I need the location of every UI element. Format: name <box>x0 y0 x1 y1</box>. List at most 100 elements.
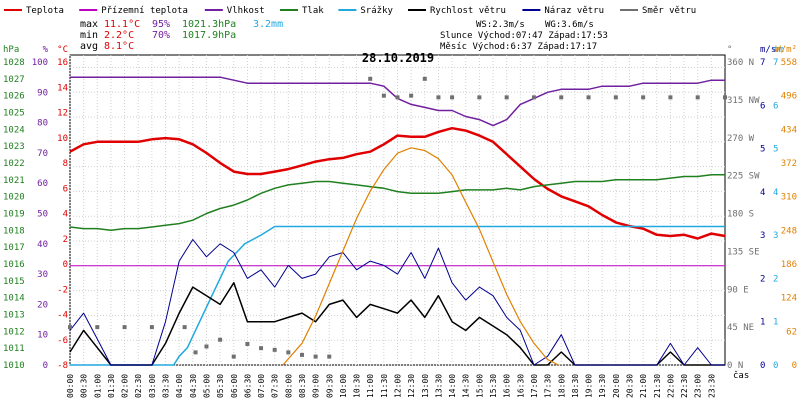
x-tick-label: 00:30 <box>80 374 89 398</box>
x-tick-label: 22:30 <box>680 374 689 398</box>
hpa-tick-label: 1027 <box>3 75 25 85</box>
wind-direction-point <box>193 350 198 355</box>
temp-tick-label: -6 <box>57 336 68 346</box>
x-tick-label: 10:00 <box>339 374 348 398</box>
temp-tick-label: 8 <box>63 159 68 169</box>
temp-tick-label: -2 <box>57 285 68 295</box>
temp-tick-label: 16 <box>57 58 68 68</box>
wm2-tick-label: 248 <box>781 226 797 236</box>
x-tick-label: 23:00 <box>694 374 703 398</box>
x-tick-label: 07:00 <box>257 374 266 398</box>
wm2-tick-label: 186 <box>781 260 797 270</box>
temp-tick-label: 6 <box>63 184 68 194</box>
x-tick-label: 06:00 <box>230 374 239 398</box>
pct-tick-label: 10 <box>37 331 48 341</box>
x-tick-label: 14:00 <box>448 374 457 398</box>
x-tick-label: 19:00 <box>585 374 594 398</box>
hpa-tick-label: 1018 <box>3 226 25 236</box>
ms-axis-title: m/s <box>760 45 776 55</box>
wind-direction-point <box>286 350 291 355</box>
hpa-tick-label: 1010 <box>3 361 25 371</box>
x-tick-label: 17:00 <box>530 374 539 398</box>
x-tick-label: 03:30 <box>162 374 171 398</box>
x-tick-label: 15:00 <box>475 374 484 398</box>
pct-tick-label: 60 <box>37 179 48 189</box>
x-tick-label: 23:30 <box>707 374 716 398</box>
wind-direction-point <box>122 325 127 330</box>
x-tick-label: 01:30 <box>107 374 116 398</box>
mm-tick-label: 5 <box>773 145 778 155</box>
temp-tick-label: -8 <box>57 361 68 371</box>
x-tick-label: 13:00 <box>421 374 430 398</box>
stats-max-temp: 11.1°C <box>104 19 140 30</box>
series-line-Teplota <box>69 126 726 240</box>
x-tick-label: 12:00 <box>394 374 403 398</box>
x-tick-label: 05:30 <box>216 374 225 398</box>
x-tick-label: 11:30 <box>380 374 389 398</box>
dir-tick-label: 360 N <box>727 58 754 68</box>
temp-tick-label: 2 <box>63 235 68 245</box>
axes: hPa1010101110121013101410151016101710181… <box>3 45 797 398</box>
wind-direction-point <box>641 95 646 100</box>
hpa-tick-label: 1023 <box>3 142 25 152</box>
ms-tick-label: 4 <box>760 188 765 198</box>
legend: Teplota Přízemní teplota Vlhkost Tlak Srážky… <box>4 6 696 16</box>
wind-direction-point <box>68 325 72 330</box>
ms-tick-label: 2 <box>760 274 765 284</box>
wind-direction-point <box>613 95 618 100</box>
pct-tick-label: 80 <box>37 119 48 129</box>
wm2-tick-label: 0 <box>792 361 797 371</box>
x-tick-label: 18:00 <box>557 374 566 398</box>
x-tick-label: 22:00 <box>666 374 675 398</box>
mm-tick-label: 0 <box>773 361 778 371</box>
stats-min-temp: 2.2°C <box>104 30 134 41</box>
mm-tick-label: 4 <box>773 188 778 198</box>
legend-label: Tlak <box>302 6 324 16</box>
dir-tick-label: 0 N <box>727 361 743 371</box>
x-tick-label: 02:30 <box>134 374 143 398</box>
stats-avg-temp: 8.1°C <box>104 41 134 52</box>
x-tick-label: 04:30 <box>189 374 198 398</box>
x-axis-title: čas <box>733 370 749 381</box>
x-tick-label: 19:30 <box>598 374 607 398</box>
pct-tick-label: 20 <box>37 300 48 310</box>
wind-direction-point <box>149 325 154 330</box>
wind-direction-point <box>245 341 250 346</box>
dir-tick-label: 225 SW <box>727 172 760 182</box>
dir-tick-label: 270 W <box>727 134 755 144</box>
wm2-tick-label: 372 <box>781 159 797 169</box>
series-line-Srážky <box>70 225 725 366</box>
x-tick-label: 06:30 <box>243 374 252 398</box>
hpa-tick-label: 1017 <box>3 243 25 253</box>
hpa-tick-label: 1026 <box>3 92 25 102</box>
stats-avg-label: avg <box>80 41 98 52</box>
wind-direction-point <box>695 95 700 100</box>
stats-min-hum: 70% <box>152 30 170 41</box>
legend-label: Přízemní teplota <box>101 6 188 16</box>
wm2-tick-label: 434 <box>781 125 797 135</box>
x-tick-label: 12:30 <box>407 374 416 398</box>
legend-label: Teplota <box>26 6 64 16</box>
hpa-tick-label: 1014 <box>3 294 25 304</box>
dir-tick-label: 90 E <box>727 285 749 295</box>
hpa-tick-label: 1022 <box>3 159 25 169</box>
x-tick-label: 08:30 <box>298 374 307 398</box>
hpa-tick-label: 1016 <box>3 260 25 270</box>
wind-direction-point <box>299 352 304 357</box>
temp-axis-title: °C <box>57 45 68 55</box>
pct-tick-label: 0 <box>43 361 48 371</box>
ms-tick-label: 0 <box>760 361 765 371</box>
wind-direction-point <box>368 76 373 81</box>
temp-tick-label: 4 <box>63 210 68 220</box>
wind-direction-point <box>327 354 332 359</box>
wind-direction-point <box>272 347 277 352</box>
legend-label: Rychlost větru <box>430 6 506 16</box>
info-wg: WG:3.6m/s <box>545 20 594 30</box>
stats-min-label: min <box>80 30 98 41</box>
legend-label: Náraz větru <box>544 6 604 16</box>
stats-max-press: 1021.3hPa <box>182 19 236 30</box>
hpa-tick-label: 1028 <box>3 58 25 68</box>
x-tick-label: 02:00 <box>121 374 130 398</box>
wm2-tick-label: 62 <box>786 327 797 337</box>
